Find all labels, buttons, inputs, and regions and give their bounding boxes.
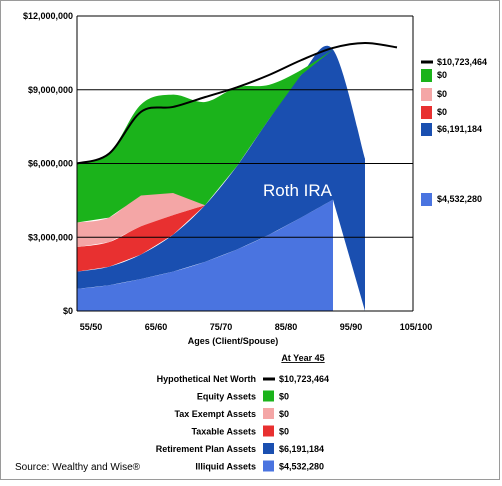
right-value-label: $0 — [437, 70, 447, 80]
legend-item-name: Retirement Plan Assets — [156, 444, 256, 454]
legend: At Year 45 Hypothetical Net Worth $10,723,… — [156, 353, 329, 472]
legend-item-name: Taxable Assets — [191, 427, 256, 437]
axes-layer — [76, 16, 414, 312]
right-swatch — [421, 69, 432, 82]
legend-item-name: Tax Exempt Assets — [174, 409, 256, 419]
area-layer — [76, 42, 398, 312]
legend-item-value: $4,532,280 — [279, 462, 324, 472]
y-tick-label: $3,000,000 — [28, 232, 73, 242]
legend-item-value: $0 — [279, 427, 289, 437]
source-note: Source: Wealthy and Wise® — [15, 462, 141, 473]
right-value-label: $0 — [437, 89, 447, 99]
x-axis-label: Ages (Client/Spouse) — [188, 336, 279, 346]
legend-header: At Year 45 — [281, 353, 324, 363]
x-tick-label: 95/90 — [340, 322, 363, 332]
right-value-label: $6,191,184 — [437, 124, 482, 134]
y-tick-label: $0 — [63, 306, 73, 316]
tick-labels: $0 $3,000,000 $6,000,000 $9,000,000 $12,000,… — [23, 11, 432, 332]
x-tick-label: 55/50 — [80, 322, 103, 332]
x-tick-label: 75/70 — [210, 322, 233, 332]
right-value-label: $10,723,464 — [437, 57, 487, 67]
legend-swatch — [263, 408, 274, 419]
area-equity-assets — [77, 49, 333, 223]
right-swatch — [421, 106, 432, 119]
right-swatch — [421, 193, 432, 206]
legend-item-value: $10,723,464 — [279, 374, 329, 384]
legend-swatch — [263, 390, 274, 402]
legend-item-value: $0 — [279, 409, 289, 419]
y-tick-label: $6,000,000 — [28, 159, 73, 169]
area-tax-exempt-assets — [77, 191, 205, 248]
x-tick-label: 85/80 — [275, 322, 298, 332]
legend-swatch — [263, 460, 274, 472]
x-tick-label: 65/60 — [145, 322, 168, 332]
area-illiquid-assets — [77, 199, 333, 311]
area-taxable-assets — [77, 205, 205, 272]
right-swatch — [421, 88, 432, 101]
legend-item-name: Hypothetical Net Worth — [157, 374, 256, 384]
legend-swatch — [263, 443, 274, 454]
right-value-label: $0 — [437, 107, 447, 117]
right-value-labels: $10,723,464 $0 $0 $0 $6,191,184 $4,532,280 — [421, 57, 487, 206]
right-swatch — [421, 123, 432, 136]
y-tick-label: $9,000,000 — [28, 85, 73, 95]
area-retirement-plan-assets — [77, 45, 365, 312]
legend-item-name: Illiquid Assets — [195, 462, 256, 472]
legend-item-value: $6,191,184 — [279, 444, 324, 454]
right-value-label: $4,532,280 — [437, 194, 482, 204]
roth-ira-annotation: Roth IRA — [263, 181, 333, 200]
y-tick-label: $12,000,000 — [23, 11, 73, 21]
x-tick-label: 105/100 — [400, 322, 433, 332]
net-worth-line — [76, 42, 398, 165]
legend-item-name: Equity Assets — [197, 392, 256, 402]
legend-swatch — [263, 425, 274, 437]
legend-item-value: $0 — [279, 392, 289, 402]
